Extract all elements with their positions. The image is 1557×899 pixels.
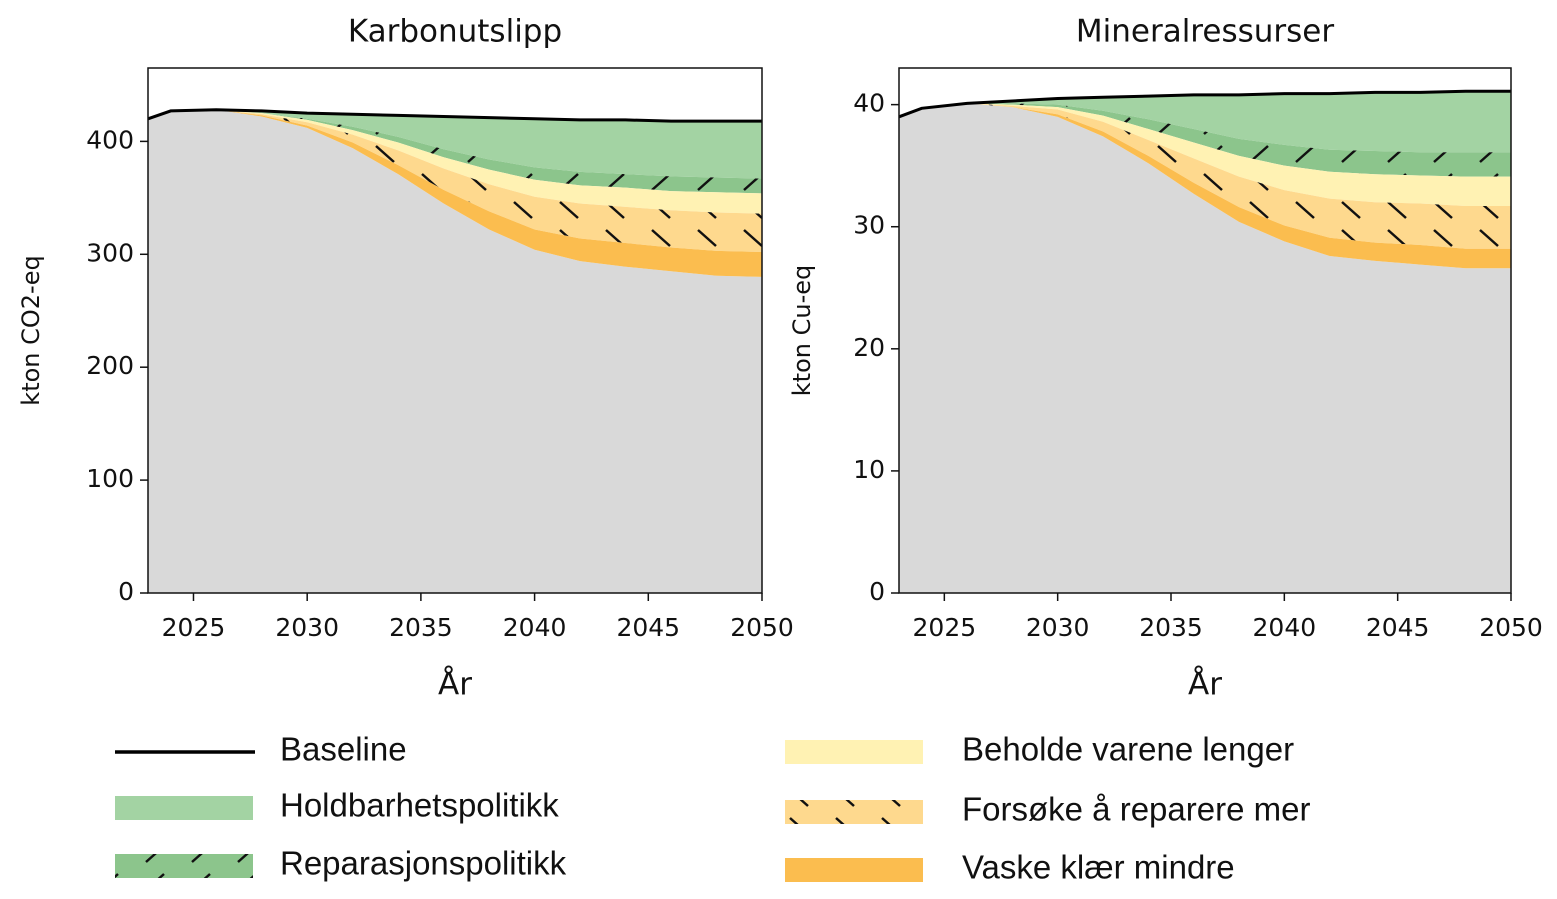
x-tick-label: 2035 bbox=[389, 613, 453, 642]
x-tick-label: 2030 bbox=[1026, 613, 1090, 642]
x-tick-label: 2025 bbox=[913, 613, 977, 642]
reduction-area bbox=[899, 103, 1511, 206]
y-tick-label: 20 bbox=[853, 333, 885, 362]
y-tick-label: 300 bbox=[86, 238, 134, 267]
reduction-area bbox=[899, 91, 1511, 153]
x-tick-label: 2030 bbox=[275, 613, 339, 642]
y-tick-label: 200 bbox=[86, 351, 134, 380]
legend-label: Baseline bbox=[280, 731, 407, 768]
y-tick-label: 100 bbox=[86, 464, 134, 493]
legend-swatch bbox=[785, 740, 923, 764]
x-tick-label: 2040 bbox=[1253, 613, 1317, 642]
chart-title: Karbonutslipp bbox=[348, 14, 562, 50]
legend-swatch bbox=[785, 800, 923, 824]
x-tick-label: 2045 bbox=[1366, 613, 1430, 642]
reduction-area bbox=[148, 109, 762, 277]
reduction-area bbox=[899, 103, 1511, 249]
legend-label: Beholde varene lenger bbox=[962, 731, 1294, 768]
legend-swatch bbox=[115, 796, 253, 820]
reduction-area bbox=[148, 109, 762, 253]
y-axis-label: kton CO2-eq bbox=[17, 255, 45, 405]
legend-label: Vaske klær mindre bbox=[962, 849, 1235, 886]
baseline-line bbox=[147, 108, 762, 123]
reduction-area bbox=[899, 103, 1511, 269]
x-tick-label: 2035 bbox=[1139, 613, 1203, 642]
remaining-area bbox=[899, 103, 1511, 593]
x-tick-label: 2025 bbox=[162, 613, 226, 642]
plot-frame bbox=[147, 67, 763, 594]
x-tick-label: 2050 bbox=[1479, 613, 1543, 642]
legend-swatch bbox=[115, 854, 253, 878]
legend-swatch bbox=[785, 858, 923, 882]
reduction-area bbox=[148, 109, 762, 194]
reduction-area bbox=[899, 103, 1511, 177]
y-tick-label: 0 bbox=[869, 577, 885, 606]
baseline-line bbox=[898, 89, 1511, 119]
reduction-area bbox=[148, 109, 762, 179]
chart-title: Mineralressurser bbox=[1076, 14, 1334, 50]
legend-label: Forsøke å reparere mer bbox=[962, 791, 1310, 828]
x-tick-label: 2045 bbox=[616, 613, 680, 642]
x-tick-label: 2050 bbox=[730, 613, 794, 642]
y-tick-label: 40 bbox=[853, 89, 885, 118]
plot-frame bbox=[898, 67, 1512, 594]
y-tick-label: 0 bbox=[118, 577, 134, 606]
y-tick-label: 400 bbox=[86, 125, 134, 154]
y-tick-label: 10 bbox=[853, 455, 885, 484]
y-tick-label: 30 bbox=[853, 211, 885, 240]
x-axis-label: År bbox=[438, 667, 472, 703]
legend-label: Holdbarhetspolitikk bbox=[280, 787, 559, 824]
legend-label: Reparasjonspolitikk bbox=[280, 845, 567, 882]
reduction-area bbox=[148, 109, 762, 214]
x-axis-label: År bbox=[1188, 667, 1222, 703]
remaining-area bbox=[148, 109, 762, 593]
y-axis-label: kton Cu-eq bbox=[788, 265, 816, 396]
x-tick-label: 2040 bbox=[503, 613, 567, 642]
